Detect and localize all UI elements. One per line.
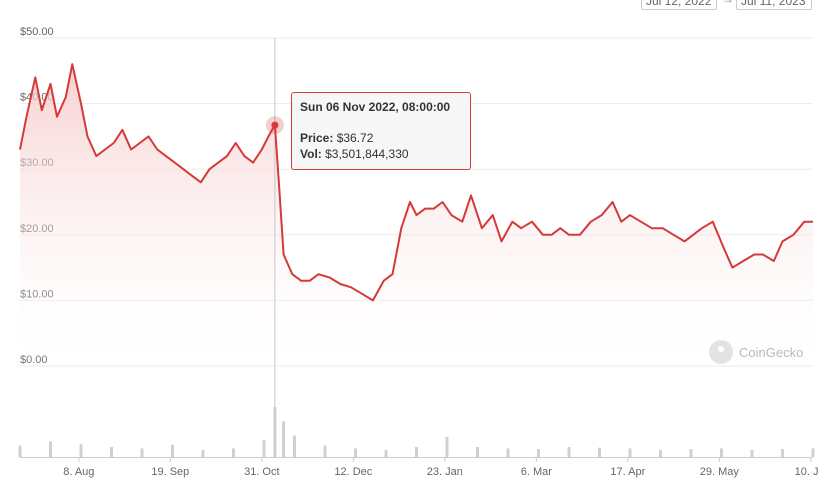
- volume-bar: [689, 449, 693, 457]
- volume-bar: [659, 449, 662, 457]
- volume-bar: [476, 447, 479, 457]
- volume-bar: [171, 444, 174, 457]
- tooltip-date: Sun 06 Nov 2022, 08:00:00: [300, 100, 451, 114]
- end-date-input[interactable]: Jul 11, 2023: [736, 0, 812, 10]
- tooltip-price-value: $36.72: [336, 131, 374, 145]
- volume-bar: [49, 441, 52, 457]
- gecko-logo-icon: [709, 340, 733, 364]
- volume-bar: [415, 447, 418, 457]
- volume-bar: [201, 449, 205, 457]
- price-tooltip: Sun 06 Nov 2022, 08:00:00 Price: $36.72 …: [291, 92, 471, 170]
- x-tick-label: 6. Mar: [521, 466, 553, 478]
- x-tick-label: 31. Oct: [244, 466, 279, 478]
- coingecko-watermark: CoinGecko: [709, 340, 803, 364]
- volume-bar: [110, 447, 113, 457]
- x-axis: 8. Aug 19. Sep 31. Oct 12. Dec 23. Jan 6. Mar…: [20, 457, 819, 478]
- brand-name: CoinGecko: [739, 344, 804, 360]
- y-tick-label: $50.00: [20, 26, 54, 38]
- x-tick-label: 19. Sep: [151, 466, 189, 478]
- x-tick-label: 12. Dec: [334, 466, 372, 478]
- x-tick-label: 17. Apr: [610, 466, 645, 478]
- volume-bar: [445, 437, 449, 457]
- volume-bar: [79, 444, 83, 457]
- range-arrow-icon: →: [722, 0, 734, 6]
- x-tick-label: 23. Jan: [427, 466, 463, 478]
- price-area-fill: [20, 64, 813, 366]
- volume-bar: [811, 448, 815, 457]
- volume-bar: [750, 449, 754, 457]
- volume-bar: [506, 448, 510, 457]
- volume-bar: [537, 449, 540, 457]
- volume-bar: [628, 448, 632, 457]
- x-tick-label: 29. May: [700, 466, 740, 478]
- price-series-line: [19, 63, 813, 302]
- volume-bar: [293, 435, 296, 457]
- volume-bar: [598, 447, 601, 457]
- volume-bar: [720, 448, 723, 457]
- volume-bar: [567, 447, 571, 457]
- tooltip-vol-label: Vol:: [300, 147, 322, 161]
- volume-bar: [781, 449, 784, 457]
- volume-bar: [140, 448, 144, 457]
- tooltip-vol-value: $3,501,844,330: [325, 147, 409, 161]
- start-date-input[interactable]: Jul 12, 2022: [641, 0, 717, 10]
- x-tick-label: 10. Jul: [795, 466, 819, 478]
- volume-bar: [323, 445, 327, 457]
- volume-bars: [18, 407, 815, 457]
- volume-bar: [232, 448, 235, 457]
- highlight-point[interactable]: [271, 121, 279, 129]
- volume-bar: [282, 421, 286, 457]
- volume-bar: [18, 445, 22, 457]
- tooltip-price-label: Price:: [300, 131, 334, 145]
- volume-bar: [384, 449, 388, 457]
- volume-bar: [262, 439, 266, 457]
- x-tick-label: 8. Aug: [63, 466, 94, 478]
- volume-bar: [354, 448, 357, 457]
